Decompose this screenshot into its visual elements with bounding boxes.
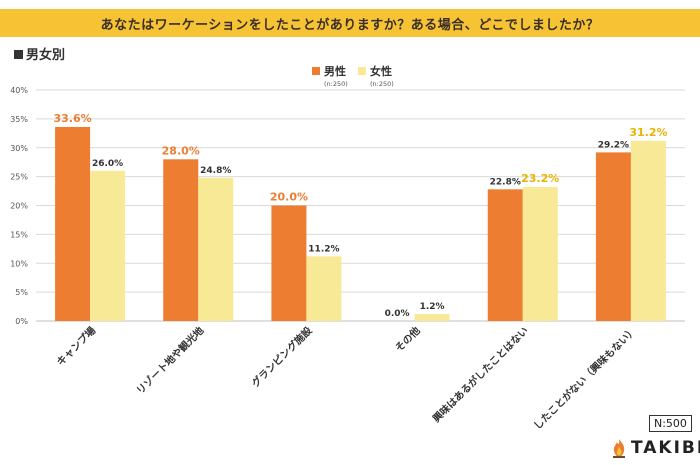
data-label-female: 1.2% (420, 302, 445, 312)
x-tick-label: 興味はあるがしたことはない (430, 324, 531, 425)
section-label-text: 男女別 (26, 48, 66, 63)
bar-male (487, 189, 523, 321)
legend-n: (n:250) (370, 80, 394, 88)
section-label: 男女別 (14, 44, 65, 63)
data-labels: 33.6% 26.0% 28.0%24.8% 20.0% 11.2% 0.0% 1.2% 22… (53, 112, 667, 319)
grid-lines (36, 89, 685, 322)
x-tick-label: その他 (392, 324, 422, 354)
logo-text: TAKIBI (631, 438, 700, 458)
y-tick-label: 0% (15, 317, 28, 326)
data-label-male: 29.2% (598, 140, 629, 150)
data-label-male: 28.0% (162, 144, 200, 157)
legend-n: (n:250) (324, 80, 348, 88)
bars (55, 126, 666, 322)
data-label-female: 11.2% (308, 244, 339, 254)
bar-female (414, 314, 450, 321)
legend-swatch-male (312, 67, 320, 75)
legend-label: 女性 (370, 64, 392, 78)
bar-male (163, 159, 199, 321)
flame-icon (613, 439, 625, 458)
bar-female (198, 177, 234, 321)
bar-male (595, 152, 631, 321)
title-bar: あなたはワーケーションをしたことがありますか？ある場合、どこでしましたか？ (0, 9, 700, 37)
legend-swatch-female (358, 67, 366, 75)
x-tick-label: リゾート地や観光地 (134, 324, 207, 397)
square-bullet-icon (14, 50, 23, 59)
data-label-female: 31.2% (629, 126, 667, 139)
logo: TAKIBI (611, 438, 700, 458)
data-label-female: 26.0% (92, 159, 123, 169)
data-label-male: 20.0% (270, 191, 308, 204)
data-label-female: 24.8% (200, 166, 231, 176)
x-tick-label: したことがない（興味もない） (531, 324, 639, 432)
chart-title: あなたはワーケーションをしたことがありますか？ある場合、どこでしましたか？ (100, 17, 600, 33)
y-tick-label: 30% (10, 144, 28, 153)
data-label-male: 33.6% (53, 112, 91, 125)
legend: 男性 (n:250) 女性 (n:250) (312, 64, 394, 88)
y-tick-label: 35% (10, 115, 28, 124)
bar-male (271, 205, 307, 321)
y-tick-label: 15% (10, 230, 28, 239)
y-tick-label: 20% (10, 202, 28, 211)
bar-female (306, 256, 342, 321)
y-tick-label: 10% (10, 259, 28, 268)
sample-size-badge: N:500 (649, 415, 692, 432)
bar-male (55, 126, 91, 322)
x-tick-label: グランピング施設 (249, 323, 315, 389)
bar-female (522, 187, 558, 321)
bar-female (90, 170, 126, 321)
y-tick-label: 5% (15, 288, 28, 297)
data-label-male: 0.0% (385, 309, 410, 319)
bar-female (630, 140, 666, 321)
data-label-female: 23.2% (521, 172, 559, 185)
x-tick-label: キャンプ場 (54, 324, 98, 368)
data-label-male: 22.8% (490, 177, 521, 187)
y-tick-label: 25% (10, 173, 28, 182)
legend-label: 男性 (324, 64, 346, 78)
y-tick-label: 40% (10, 86, 28, 95)
